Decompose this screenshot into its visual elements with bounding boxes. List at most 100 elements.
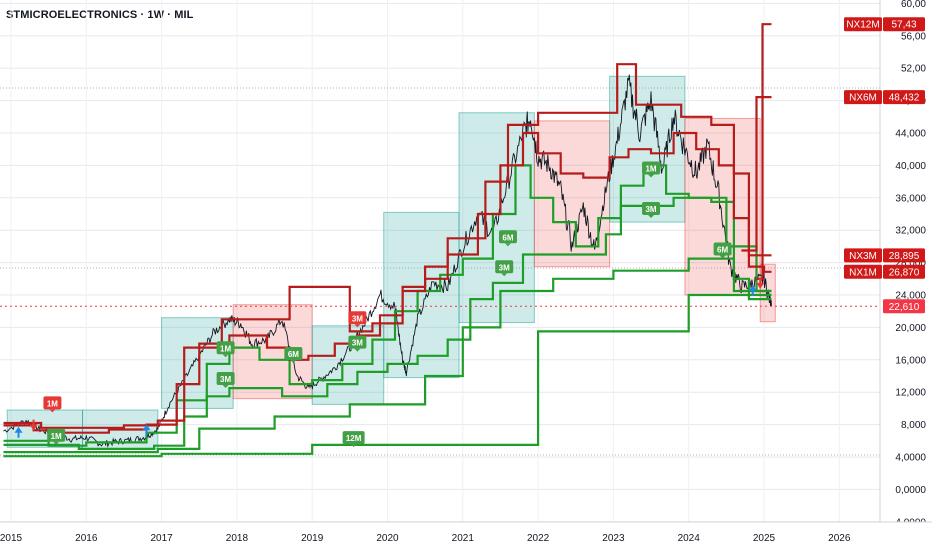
price-tag-name: NX1M — [849, 267, 877, 278]
marker-badge — [495, 260, 514, 274]
timeframe-marker: 3M — [348, 335, 367, 352]
x-tick-label: 2021 — [452, 533, 475, 544]
marker-badge — [43, 396, 62, 410]
bearish-range-box — [684, 117, 761, 296]
arrow-up-icon — [14, 426, 23, 438]
y-tick-label: 36,000 — [895, 193, 926, 204]
y-tick-label: 20,000 — [895, 323, 926, 334]
price-tag-value: 57,43 — [891, 20, 916, 31]
arrow-down-icon — [29, 419, 38, 431]
support-line-6m — [3, 257, 772, 454]
y-tick-label: 56,00 — [901, 31, 926, 42]
marker-label: 1M — [220, 344, 231, 353]
timeframe-marker: 6M — [713, 242, 732, 259]
marker-pointer — [53, 441, 60, 445]
x-tick-label: 2018 — [226, 533, 249, 544]
y-tick-label: 32,000 — [895, 226, 926, 237]
timeframe-marker: 3M — [495, 260, 514, 277]
marker-badge — [47, 428, 66, 442]
price-tag: NX3M 28,895 — [844, 248, 925, 263]
price-tag-value-bg — [883, 264, 925, 279]
marker-label: 3M — [352, 339, 363, 348]
marker-badge — [216, 372, 235, 386]
y-tick-label: 0,0000 — [895, 485, 926, 496]
marker-badge — [713, 242, 732, 256]
price-tag-name: NX12M — [846, 20, 879, 31]
marker-label: 3M — [352, 314, 363, 323]
marker-label: 6M — [502, 233, 513, 242]
price-tag-name-bg — [844, 90, 882, 105]
marker-label: 6M — [288, 350, 299, 359]
price-tag-value-bg — [883, 248, 925, 263]
y-tick-label: 44,000 — [895, 129, 926, 140]
marker-label: 1M — [47, 399, 58, 408]
timeframe-marker: 1M — [43, 396, 62, 413]
marker-pointer — [222, 354, 229, 358]
marker-pointer — [222, 385, 229, 389]
timeframe-marker: 12M — [342, 431, 365, 448]
y-tick-label: 24,000 — [895, 291, 926, 302]
price-tag-value-bg — [883, 90, 925, 105]
marker-pointer — [354, 348, 361, 352]
resistance-line-nx3m — [3, 63, 772, 429]
x-tick-label: 2026 — [828, 533, 851, 544]
timeframe-marker: 1M — [642, 161, 661, 178]
price-tag-name-bg — [844, 264, 882, 279]
y-tick-label: 52,00 — [901, 64, 926, 75]
x-tick-label: 2019 — [301, 533, 324, 544]
x-tick-label: 2025 — [753, 533, 776, 544]
marker-pointer — [354, 324, 361, 328]
x-tick-label: 2024 — [678, 533, 701, 544]
price-tag-value: 48,432 — [889, 93, 920, 104]
marker-pointer — [648, 174, 655, 178]
x-tick-label: 2023 — [602, 533, 625, 544]
marker-badge — [342, 431, 365, 445]
timeframe-marker: 3M — [216, 372, 235, 389]
support-line-12m — [3, 293, 772, 458]
marker-pointer — [501, 273, 508, 277]
marker-pointer — [290, 359, 297, 363]
price-tag-name: NX3M — [849, 251, 877, 262]
bottom-axis-panel — [0, 522, 932, 550]
marker-pointer — [504, 243, 511, 247]
y-tick-label: 8,000 — [901, 420, 926, 431]
price-tag-name: NX6M — [849, 93, 877, 104]
marker-label: 1M — [645, 164, 656, 173]
price-line — [3, 74, 772, 448]
price-tag: 22,610 — [883, 299, 925, 314]
y-tick-label: 4,0000 — [895, 453, 926, 464]
price-tag: NX6M 48,432 — [844, 90, 925, 105]
marker-label: 6M — [717, 245, 728, 254]
arrow-down-icon — [756, 277, 765, 289]
price-tag-name-bg — [844, 17, 882, 32]
resistance-line-nx6m — [741, 96, 772, 252]
marker-label: 3M — [645, 205, 656, 214]
y-tick-label: 28,000 — [895, 258, 926, 269]
arrow-up-icon — [142, 424, 151, 436]
marker-label: 3M — [220, 375, 231, 384]
x-tick-label: 2022 — [527, 533, 550, 544]
marker-badge — [348, 311, 367, 325]
price-tag-value: 26,870 — [889, 267, 920, 278]
marker-label: 1M — [51, 432, 62, 441]
timeframe-marker: 6M — [284, 346, 303, 363]
price-tag-value-bg — [883, 299, 925, 314]
timeframe-marker: 1M — [216, 341, 235, 358]
y-tick-label: 12,000 — [895, 388, 926, 399]
marker-pointer — [648, 214, 655, 218]
timeframe-marker: 1M — [47, 428, 66, 445]
x-tick-label: 2016 — [75, 533, 98, 544]
marker-badge — [216, 341, 235, 355]
timeframe-marker: 3M — [348, 311, 367, 328]
price-tag: NX12M 57,43 — [844, 17, 925, 32]
price-tag-value: 28,895 — [889, 251, 920, 262]
price-tag-value-bg — [883, 17, 925, 32]
marker-badge — [498, 230, 517, 244]
marker-label: 12M — [346, 434, 362, 443]
marker-pointer — [719, 255, 726, 259]
marker-badge — [284, 346, 303, 360]
marker-label: 3M — [499, 263, 510, 272]
bullish-range-box — [311, 325, 385, 405]
support-line-1m — [3, 164, 772, 447]
